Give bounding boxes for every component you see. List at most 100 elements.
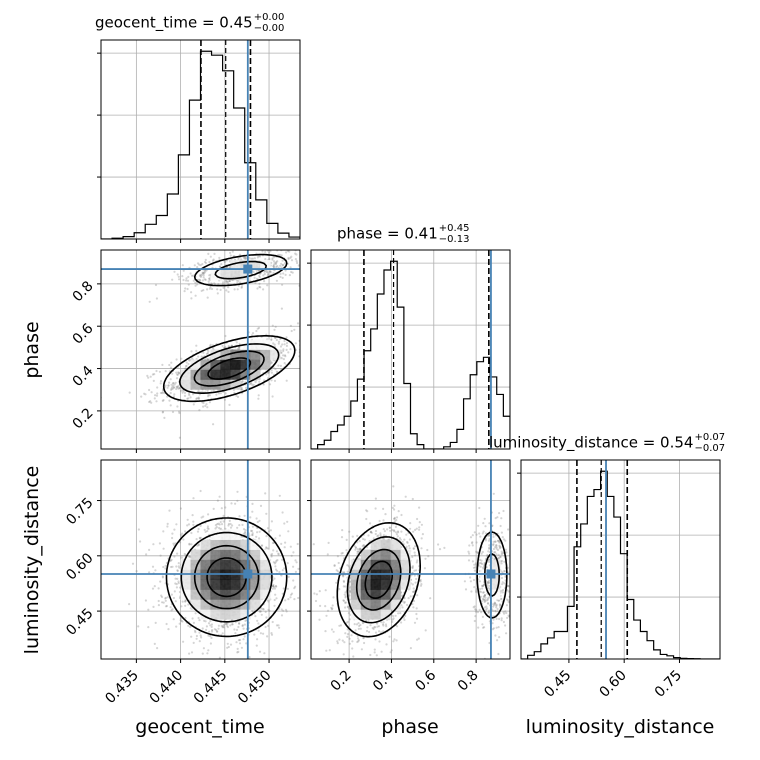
sample-point xyxy=(280,574,283,577)
density-cell xyxy=(210,559,221,570)
sample-point xyxy=(218,495,221,498)
sample-point xyxy=(243,257,246,260)
sample-point xyxy=(225,289,228,292)
sample-point xyxy=(358,540,361,543)
sample-point xyxy=(226,280,229,284)
sample-point xyxy=(376,535,379,538)
sample-point xyxy=(351,535,354,538)
sample-point xyxy=(409,522,412,525)
sample-point xyxy=(198,263,201,266)
sample-point xyxy=(128,603,131,606)
sample-point xyxy=(272,342,275,345)
sample-point xyxy=(219,520,222,524)
sample-point xyxy=(282,358,285,361)
sample-point xyxy=(291,271,294,274)
sample-point xyxy=(344,632,347,635)
sample-point xyxy=(275,265,278,269)
sample-point xyxy=(415,561,418,564)
sample-point xyxy=(169,606,172,609)
sample-point xyxy=(204,278,207,281)
sample-point xyxy=(297,596,300,600)
sample-point xyxy=(208,287,211,290)
density-cell xyxy=(210,599,221,610)
sample-point xyxy=(164,384,167,387)
sample-point xyxy=(199,536,203,539)
sample-point xyxy=(397,510,400,513)
sample-point xyxy=(196,544,199,547)
sample-point xyxy=(421,533,424,536)
sample-point xyxy=(277,253,280,256)
sample-point xyxy=(273,328,276,331)
sample-point xyxy=(348,618,351,621)
sample-point xyxy=(192,274,195,277)
sample-point xyxy=(418,528,421,531)
sample-point xyxy=(244,532,247,535)
sample-point xyxy=(228,403,231,406)
sample-point xyxy=(209,343,212,346)
sample-point xyxy=(222,286,225,289)
sample-point xyxy=(149,400,152,403)
sample-point xyxy=(209,642,212,645)
sample-point xyxy=(411,555,414,559)
sample-point xyxy=(187,624,190,627)
sample-point xyxy=(393,517,396,520)
sample-point xyxy=(210,282,213,285)
sample-point xyxy=(240,382,243,385)
sample-point xyxy=(217,624,220,627)
sample-point xyxy=(198,409,201,412)
sample-point xyxy=(268,609,271,613)
sample-point xyxy=(273,256,276,259)
sample-point xyxy=(272,585,275,588)
sample-point xyxy=(166,525,169,528)
sample-point xyxy=(196,266,199,269)
sample-point xyxy=(295,260,298,263)
density-cell xyxy=(240,359,251,370)
sample-point xyxy=(231,524,234,527)
sample-point xyxy=(335,569,338,572)
sample-point xyxy=(415,617,419,620)
density-cell xyxy=(240,349,251,360)
sample-point xyxy=(231,623,234,626)
sample-point xyxy=(184,616,187,620)
density-cell xyxy=(220,549,231,560)
sample-point xyxy=(219,392,222,395)
sample-point xyxy=(180,605,183,608)
sample-point xyxy=(266,284,269,287)
sample-point xyxy=(242,528,246,531)
sample-point xyxy=(391,506,394,509)
sample-point xyxy=(295,561,298,564)
sample-point xyxy=(176,273,179,276)
sample-point xyxy=(369,530,373,533)
sample-point xyxy=(255,517,258,520)
sample-point xyxy=(153,397,156,400)
sample-point xyxy=(173,393,176,396)
sample-point xyxy=(224,392,227,395)
sample-point xyxy=(151,373,154,376)
hist-panel-geocent_time xyxy=(101,40,300,239)
sample-point xyxy=(171,410,175,414)
sample-point xyxy=(417,637,420,640)
sample-point xyxy=(251,609,254,612)
sample-point xyxy=(213,282,216,285)
sample-point xyxy=(290,255,293,258)
sample-point xyxy=(252,383,255,386)
panel-phase-luminosity_distance xyxy=(311,460,510,659)
sample-point xyxy=(164,605,168,608)
sample-point xyxy=(347,565,350,568)
sample-point xyxy=(301,600,303,602)
density-cell xyxy=(210,529,221,540)
sample-point xyxy=(177,562,180,565)
sample-point xyxy=(274,674,276,676)
sample-point xyxy=(368,540,371,543)
sample-point xyxy=(279,275,282,278)
sample-point xyxy=(200,289,203,292)
sample-point xyxy=(382,630,385,633)
sample-point xyxy=(331,604,334,607)
sample-point xyxy=(144,393,147,396)
sample-point xyxy=(357,557,360,560)
sample-point xyxy=(416,638,419,641)
sample-point xyxy=(270,555,273,558)
sample-point xyxy=(271,541,274,545)
sample-point xyxy=(189,625,192,629)
sample-point xyxy=(304,349,306,351)
